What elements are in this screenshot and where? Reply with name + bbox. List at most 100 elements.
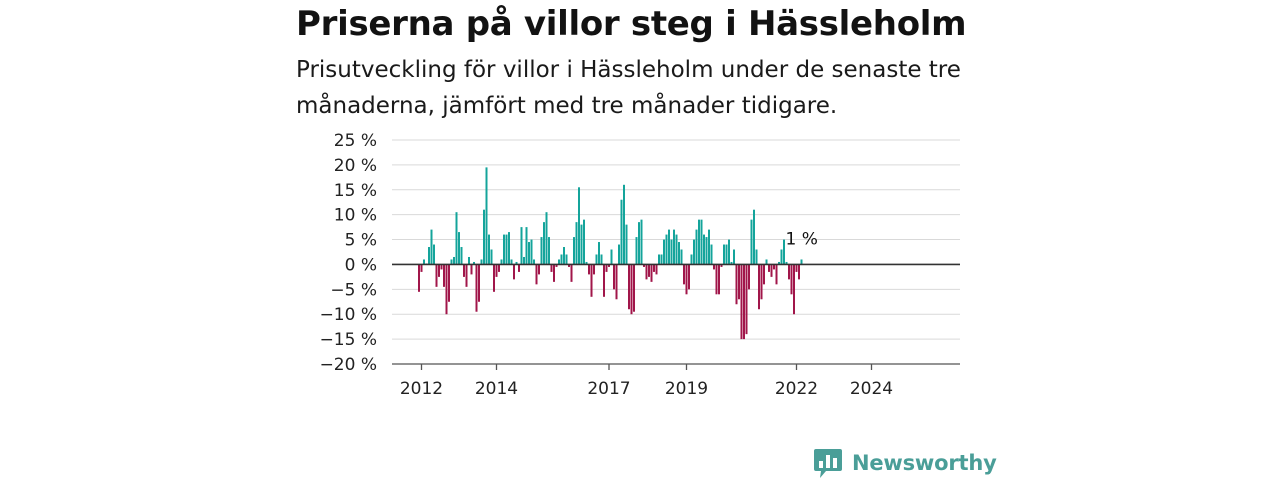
bar [793,264,795,315]
bar [800,259,803,265]
bar [695,229,698,265]
bar [620,199,623,265]
bar [763,264,765,285]
bar [585,261,588,265]
bar [483,209,485,265]
newsworthy-chart-icon [814,449,842,478]
y-tick-label: −15 % [320,330,377,350]
bar [495,264,498,277]
bar [715,264,718,295]
bar [665,234,668,265]
bar [580,224,583,265]
bar [583,219,585,265]
bar [523,256,525,265]
bar [608,264,610,267]
bar [783,239,785,265]
bar [670,239,673,265]
bar [795,264,798,272]
bar [520,227,523,265]
y-tick-label: 0 % [345,255,377,275]
bar [638,222,640,265]
bar [558,259,560,265]
bar [703,234,705,265]
bar [485,167,488,265]
bar [575,222,578,265]
bar [465,264,468,287]
bar [623,184,625,265]
bar [493,264,495,292]
y-tick-label: −5 % [330,280,377,300]
bar [548,237,550,265]
bar [573,237,575,265]
bar [428,247,430,265]
x-tick-label: 2014 [475,379,518,399]
bar [600,254,603,265]
bar [625,224,628,265]
bar [435,264,438,287]
bar [528,242,530,265]
bar [550,264,553,272]
bar [610,249,613,265]
bar [770,264,773,277]
bar [478,264,480,302]
bar [633,264,635,312]
bar [765,259,768,265]
bar [700,219,703,265]
bar [723,244,725,265]
bars [418,167,803,340]
y-tick-label: 20 % [334,156,377,176]
x-tick-label: 2019 [665,379,708,399]
bar [598,242,600,265]
bar [540,237,543,265]
bar [570,264,573,282]
bar [775,264,778,285]
bar [505,234,508,265]
bar [508,232,510,265]
bar [595,254,598,265]
bar [688,264,690,290]
x-tick-label: 2022 [775,379,818,399]
bar [568,264,570,267]
bar [728,239,730,265]
y-axis: 25 % 20 % 15 % 10 % 5 % 0 % −5 % −10 % −15 % −20 … [320,131,377,375]
bar [773,264,775,270]
bar [515,261,518,265]
bar [768,264,770,272]
bar [630,264,633,315]
y-tick-label: 10 % [334,206,377,226]
bar [613,264,615,290]
bar [438,264,440,277]
bar [423,259,425,265]
bar [500,259,503,265]
bar [433,244,435,265]
bar [538,264,540,275]
bar [673,229,675,265]
x-tick-label: 2012 [400,379,443,399]
bar [640,219,643,265]
bar [448,264,450,302]
bar [758,264,760,310]
bar [785,261,788,265]
bar [450,259,453,265]
bar [643,264,645,267]
bar [513,264,515,280]
bar [798,264,800,280]
bar [740,264,743,340]
bar [780,249,783,265]
bar [420,264,423,272]
bar [668,229,670,265]
bar [745,264,748,335]
bar [588,264,590,275]
y-tick-label: 15 % [334,181,377,201]
newsworthy-logo: Newsworthy [813,446,997,480]
bar [545,212,548,265]
bar [530,239,533,265]
bar [713,264,715,270]
bar [560,254,563,265]
bar [693,239,695,265]
bar [690,254,693,265]
bar [525,227,528,265]
bar [705,237,708,265]
y-tick-label: 5 % [345,231,377,251]
bar [503,234,505,265]
